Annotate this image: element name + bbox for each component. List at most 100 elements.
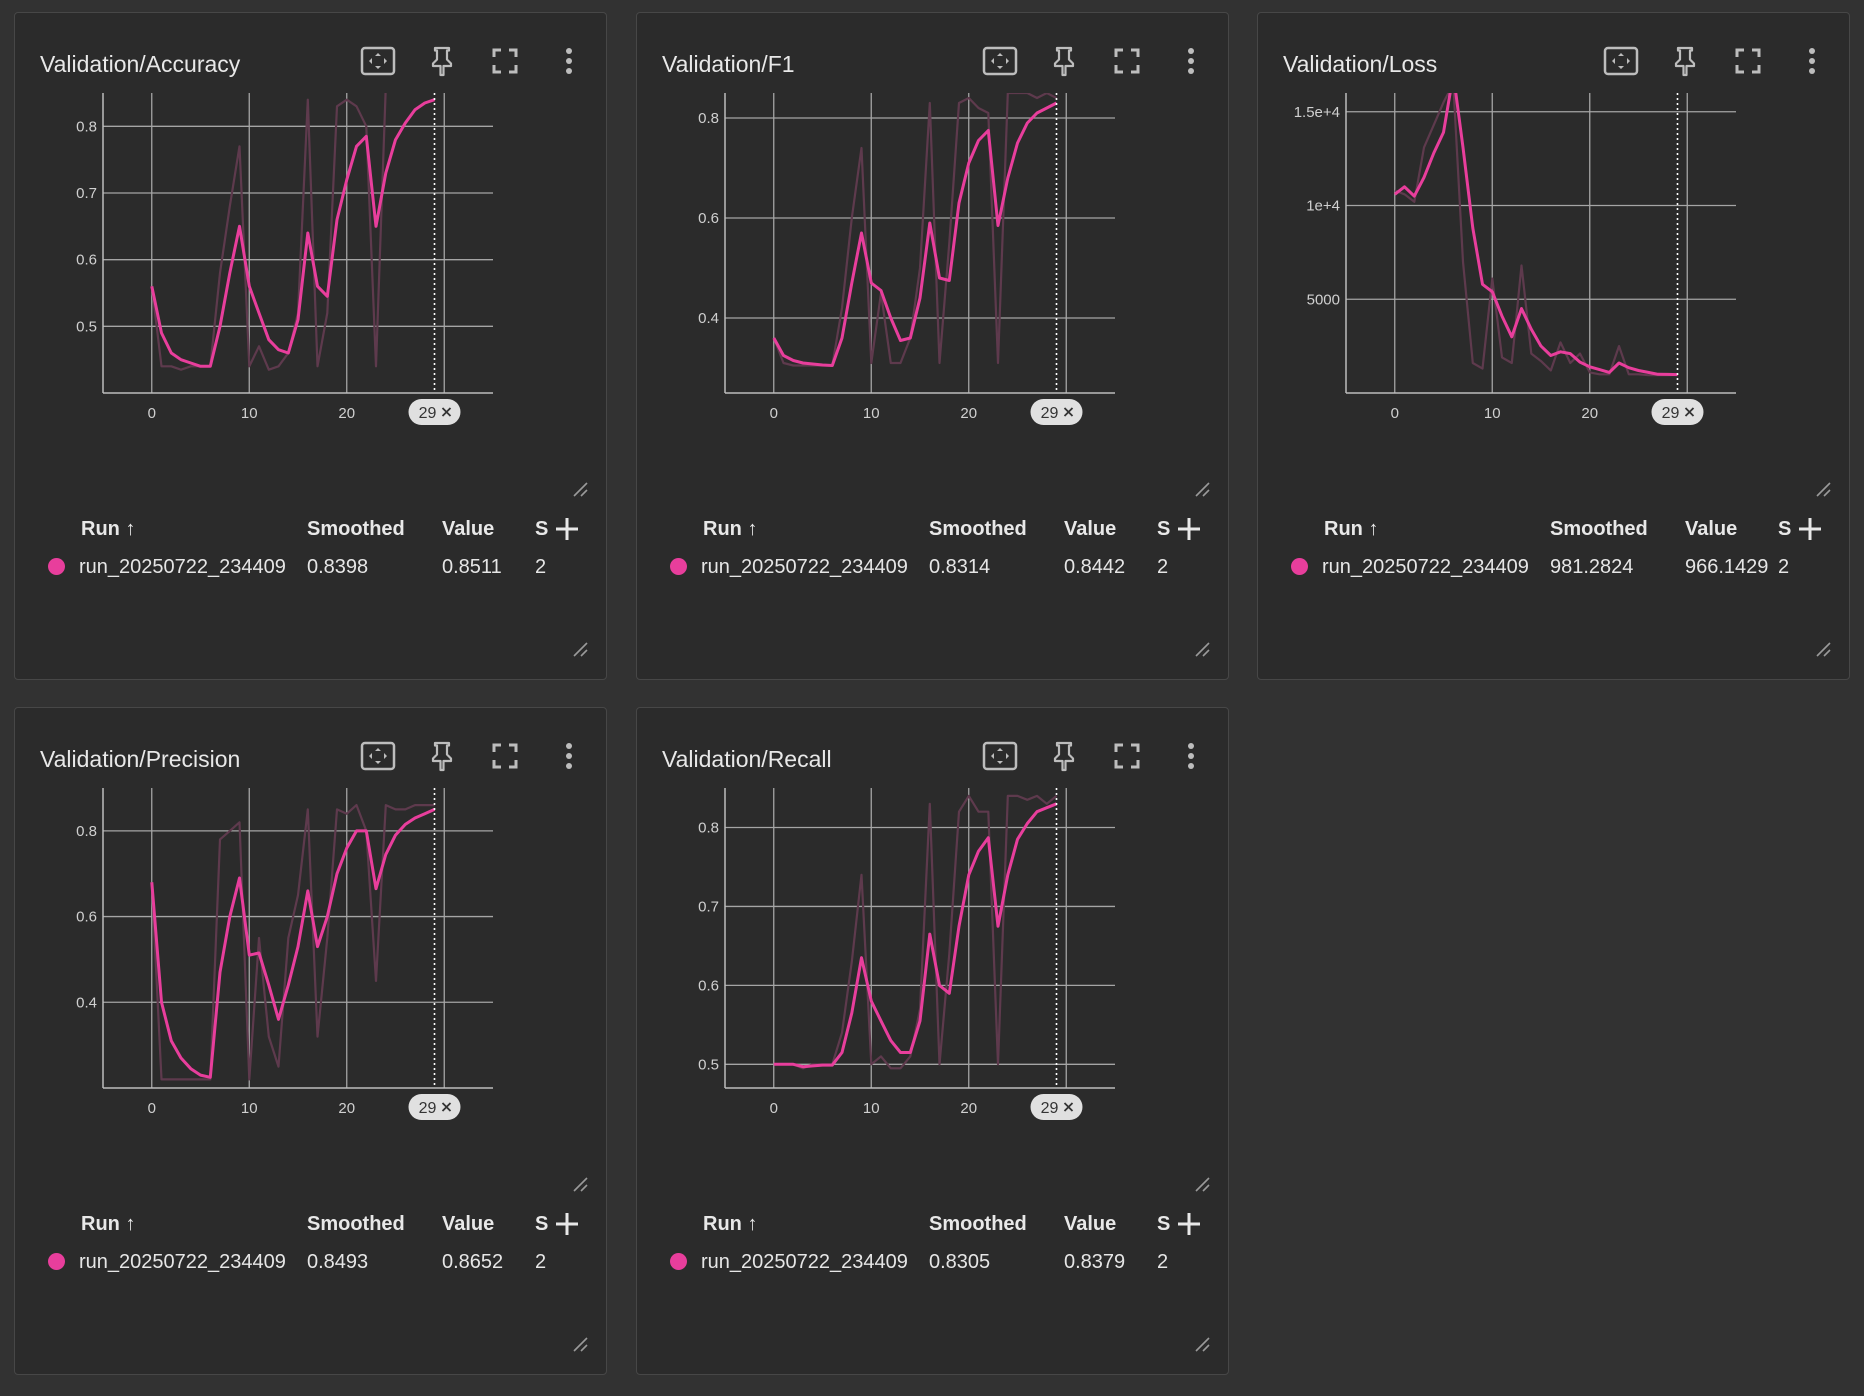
fit-domain-button[interactable]	[980, 736, 1020, 776]
fit-domain-button[interactable]	[358, 736, 398, 776]
fit-domain-button[interactable]	[358, 41, 398, 81]
resize-card-icon[interactable]	[571, 1335, 589, 1353]
y-tick-label: 0.6	[76, 252, 97, 269]
fit-domain-button[interactable]	[1601, 41, 1641, 81]
line-chart[interactable]: 0.4 0.6 0.8 0 10 20 29	[15, 788, 608, 1198]
step-marker-badge[interactable]: 29	[1030, 1094, 1083, 1120]
resize-chart-icon[interactable]	[1814, 480, 1832, 498]
header-value[interactable]: Value	[1064, 518, 1117, 540]
pin-button[interactable]	[1044, 736, 1084, 776]
y-tick-label: 1.5e+4	[1294, 104, 1340, 121]
more-options-button[interactable]	[1171, 41, 1211, 81]
smoothed-series-line	[150, 98, 435, 368]
step-marker-label: 29	[419, 405, 437, 422]
step-marker-badge[interactable]: 29	[408, 1094, 461, 1120]
header-value[interactable]: Value	[442, 518, 495, 540]
close-icon[interactable]	[441, 1102, 452, 1112]
header-smoothed[interactable]: Smoothed	[307, 1213, 405, 1235]
pin-button[interactable]	[1044, 41, 1084, 81]
line-chart[interactable]: 0.4 0.6 0.8 0 10 20 29	[637, 93, 1230, 503]
header-run[interactable]: Run ↑	[703, 1213, 758, 1235]
header-run[interactable]: Run ↑	[81, 518, 136, 540]
more-options-button[interactable]	[1171, 736, 1211, 776]
add-column-icon[interactable]	[1174, 514, 1204, 544]
run-name: run_20250722_234409	[701, 556, 908, 578]
header-step[interactable]: S	[1157, 1213, 1171, 1235]
x-tick-label: 20	[338, 405, 355, 422]
pin-button[interactable]	[422, 41, 462, 81]
add-column-icon[interactable]	[1795, 514, 1825, 544]
run-color-dot[interactable]	[1291, 558, 1308, 575]
close-icon[interactable]	[1063, 1102, 1074, 1112]
resize-chart-icon[interactable]	[571, 1175, 589, 1193]
y-tick-label: 0.7	[698, 898, 719, 915]
fullscreen-icon	[1114, 743, 1140, 769]
fullscreen-button[interactable]	[485, 41, 525, 81]
resize-card-icon[interactable]	[1193, 1335, 1211, 1353]
x-tick-label: 10	[1484, 405, 1501, 422]
more-options-button[interactable]	[549, 736, 589, 776]
resize-card-icon[interactable]	[1193, 640, 1211, 658]
fit-domain-icon	[360, 741, 396, 771]
header-value[interactable]: Value	[1064, 1213, 1117, 1235]
header-smoothed[interactable]: Smoothed	[929, 518, 1027, 540]
header-value[interactable]: Value	[442, 1213, 495, 1235]
header-step[interactable]: S	[535, 518, 549, 540]
fullscreen-button[interactable]	[485, 736, 525, 776]
more-options-button[interactable]	[549, 41, 589, 81]
fullscreen-button[interactable]	[1728, 41, 1768, 81]
close-icon[interactable]	[1063, 407, 1074, 417]
step-marker-badge[interactable]: 29	[1030, 399, 1083, 425]
line-chart[interactable]: 0.5 0.6 0.7 0.8 0 10 20 29	[637, 788, 1230, 1198]
resize-card-icon[interactable]	[1814, 640, 1832, 658]
fullscreen-icon	[492, 743, 518, 769]
header-step[interactable]: S	[535, 1213, 549, 1235]
pin-button[interactable]	[1665, 41, 1705, 81]
smoothed-series-line	[1393, 93, 1678, 377]
line-chart[interactable]: 5000 1e+4 1.5e+4 0 10 20 29	[1258, 93, 1851, 503]
line-chart[interactable]: 0.5 0.6 0.7 0.8 0 10 20 29	[15, 93, 608, 503]
step-marker-label: 29	[419, 1100, 437, 1117]
card-title: Validation/Loss	[1283, 51, 1438, 77]
step-marker-label: 29	[1041, 405, 1059, 422]
step-value: 2	[1157, 556, 1169, 578]
x-tick-label: 10	[863, 1100, 880, 1117]
header-smoothed[interactable]: Smoothed	[307, 518, 405, 540]
add-column-icon[interactable]	[552, 1209, 582, 1239]
resize-chart-icon[interactable]	[1193, 480, 1211, 498]
header-smoothed[interactable]: Smoothed	[929, 1213, 1027, 1235]
close-icon[interactable]	[441, 407, 452, 417]
fullscreen-button[interactable]	[1107, 736, 1147, 776]
run-color-dot[interactable]	[48, 558, 65, 575]
header-smoothed[interactable]: Smoothed	[1550, 518, 1648, 540]
fit-domain-button[interactable]	[980, 41, 1020, 81]
close-icon[interactable]	[1684, 407, 1695, 417]
run-color-dot[interactable]	[670, 1253, 687, 1270]
header-step[interactable]: S	[1778, 518, 1792, 540]
fit-domain-icon	[982, 741, 1018, 771]
card-loss: Validation/Loss 5000 1e+4 1.5e+4 0 10 20 29 Ru…	[1257, 12, 1850, 680]
run-color-dot[interactable]	[670, 558, 687, 575]
header-value[interactable]: Value	[1685, 518, 1738, 540]
pin-icon	[1053, 46, 1075, 77]
x-tick-label: 20	[960, 405, 977, 422]
more-options-button[interactable]	[1792, 41, 1832, 81]
run-table: Run ↑ Smoothed Value S run_20250722_2344…	[1258, 508, 1851, 598]
pin-icon	[1674, 46, 1696, 77]
add-column-icon[interactable]	[1174, 1209, 1204, 1239]
resize-card-icon[interactable]	[571, 640, 589, 658]
fullscreen-button[interactable]	[1107, 41, 1147, 81]
step-marker-badge[interactable]: 29	[1651, 399, 1704, 425]
header-step[interactable]: S	[1157, 518, 1171, 540]
resize-chart-icon[interactable]	[571, 480, 589, 498]
pin-button[interactable]	[422, 736, 462, 776]
resize-chart-icon[interactable]	[1193, 1175, 1211, 1193]
x-tick-label: 20	[338, 1100, 355, 1117]
raw-value: 0.8379	[1064, 1251, 1126, 1273]
header-run[interactable]: Run ↑	[703, 518, 758, 540]
header-run[interactable]: Run ↑	[1324, 518, 1379, 540]
step-marker-badge[interactable]: 29	[408, 399, 461, 425]
run-color-dot[interactable]	[48, 1253, 65, 1270]
add-column-icon[interactable]	[552, 514, 582, 544]
header-run[interactable]: Run ↑	[81, 1213, 136, 1235]
